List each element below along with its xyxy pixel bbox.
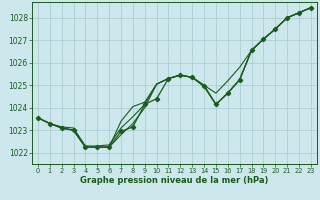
X-axis label: Graphe pression niveau de la mer (hPa): Graphe pression niveau de la mer (hPa) [80, 176, 268, 185]
